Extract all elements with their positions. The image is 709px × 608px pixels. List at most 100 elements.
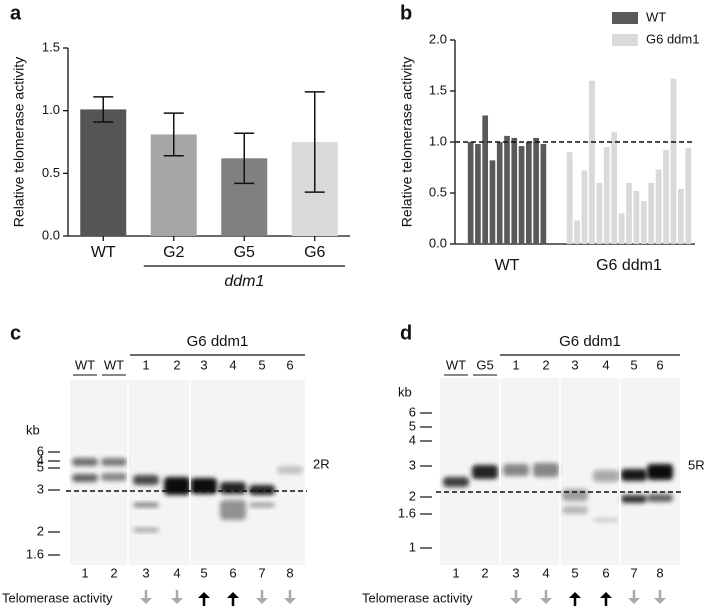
lane-header: 3 [200, 357, 207, 372]
activity-arrowhead [600, 592, 612, 598]
probe-label: 5R [688, 457, 705, 472]
gel-band [593, 517, 619, 523]
lane-header: 4 [229, 357, 236, 372]
bar [655, 169, 662, 244]
legend-swatch [612, 12, 638, 24]
probe-label: 2R [313, 456, 330, 471]
y-tick-label: 2.0 [429, 31, 447, 46]
activity-arrowhead [284, 598, 296, 604]
lane-number: 5 [571, 565, 578, 580]
bar [482, 115, 489, 244]
legend-label: G6 ddm1 [646, 31, 699, 46]
bar [489, 160, 496, 244]
x-tick-label: WT [91, 244, 116, 261]
bar [574, 220, 581, 244]
group-label: G6 ddm1 [596, 257, 662, 274]
y-tick-label: 0.0 [42, 227, 60, 242]
gel-band [72, 458, 98, 466]
lane-number: 2 [110, 565, 117, 580]
bar [589, 80, 595, 244]
y-tick-label: 0.5 [429, 184, 447, 199]
activity-arrowhead [569, 592, 581, 598]
lane-number: 6 [602, 565, 609, 580]
gel-band [562, 489, 588, 501]
activity-arrowhead [227, 592, 239, 598]
kb-marker: 3 [409, 457, 416, 472]
x-tick-label: G5 [234, 244, 255, 261]
gel-band [133, 475, 159, 485]
bar [596, 182, 603, 244]
y-axis-label: Relative telomerase activity [399, 57, 415, 227]
bar [511, 137, 518, 244]
gel-band [101, 458, 127, 466]
y-axis-label: Relative telomerase activity [11, 57, 27, 227]
lane-number: 3 [142, 565, 149, 580]
lane-header: 3 [571, 357, 578, 372]
kb-marker: 4 [409, 432, 416, 447]
activity-arrowhead [510, 598, 522, 604]
gel-band [503, 464, 529, 476]
lane-header: WT [104, 357, 124, 372]
group-label: G6 ddm1 [559, 333, 621, 350]
gel-band [277, 466, 303, 474]
bar [518, 146, 525, 244]
panel-label: d [400, 322, 412, 344]
gel-band [647, 494, 673, 502]
bar [467, 142, 474, 244]
y-tick-label: 1.5 [429, 82, 447, 97]
bar [581, 170, 588, 244]
gel-band [191, 478, 217, 494]
bar [80, 109, 127, 236]
lane-number: 7 [630, 565, 637, 580]
bar [496, 142, 503, 244]
bar [566, 152, 573, 244]
activity-label: Telomerase activity [2, 590, 113, 605]
lane-header: 6 [286, 357, 293, 372]
gel-band [562, 506, 588, 514]
lane-header: 1 [142, 357, 149, 372]
gel-background [70, 380, 305, 565]
gel-band [72, 474, 98, 482]
lane-number: 1 [452, 565, 459, 580]
kb-marker: 1 [409, 539, 416, 554]
panel-label: a [10, 2, 22, 24]
lane-number: 1 [81, 565, 88, 580]
bar [677, 188, 684, 244]
group-label: G6 ddm1 [187, 333, 249, 350]
activity-arrowhead [628, 598, 640, 604]
lane-header: 5 [630, 357, 637, 372]
lane-number: 8 [656, 565, 663, 580]
bar [603, 147, 610, 244]
legend-swatch [612, 34, 638, 46]
gel-band [621, 495, 647, 503]
panel-label: c [10, 322, 21, 344]
bar [685, 148, 692, 244]
panel-label: b [400, 2, 412, 24]
activity-label: Telomerase activity [362, 590, 473, 605]
gel-band [472, 465, 498, 479]
y-tick-label: 0.5 [42, 165, 60, 180]
kb-marker: 3 [37, 481, 44, 496]
lane-number: 4 [542, 565, 549, 580]
activity-arrowhead [140, 598, 152, 604]
kb-marker: 6 [409, 404, 416, 419]
kb-marker: 5 [37, 459, 44, 474]
gel-band [101, 473, 127, 481]
bar [533, 137, 539, 244]
bar [670, 78, 677, 244]
gel-band [220, 500, 246, 520]
lane-number: 2 [481, 565, 488, 580]
kb-marker: 2 [37, 523, 44, 538]
y-tick-label: 1.0 [429, 133, 447, 148]
lane-header: 6 [656, 357, 663, 372]
gel-band [647, 464, 673, 480]
x-tick-label: G6 [304, 244, 325, 261]
bar [475, 144, 481, 244]
bar [648, 182, 655, 244]
activity-arrowhead [171, 598, 183, 604]
activity-arrowhead [654, 598, 666, 604]
kb-marker: 2 [409, 488, 416, 503]
kb-marker: 5 [409, 418, 416, 433]
activity-arrowhead [540, 598, 552, 604]
